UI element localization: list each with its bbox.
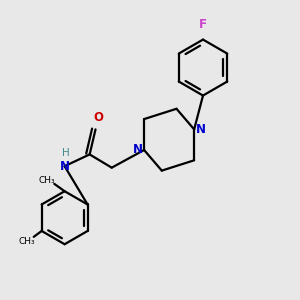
Text: CH₃: CH₃: [18, 237, 35, 246]
Text: N: N: [60, 160, 70, 173]
Text: CH₃: CH₃: [39, 176, 55, 185]
Text: O: O: [93, 111, 103, 124]
Text: F: F: [199, 18, 207, 31]
Text: N: N: [196, 123, 206, 136]
Text: N: N: [133, 143, 142, 157]
Text: H: H: [62, 148, 70, 158]
